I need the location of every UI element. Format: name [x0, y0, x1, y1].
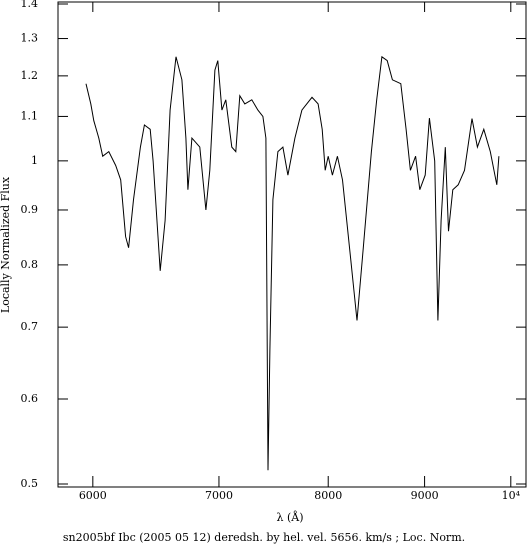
y-axis-label: Locally Normalized Flux: [0, 176, 12, 313]
y-tick-label: 0.5: [21, 477, 39, 490]
y-tick-label: 1.3: [21, 32, 39, 45]
y-tick-label: 0.8: [21, 258, 39, 271]
x-tick-label: 7000: [205, 489, 233, 502]
y-tick-label: 1.4: [21, 0, 39, 10]
x-tick-label: 10⁴: [502, 489, 521, 502]
spectrum-line: [85, 55, 500, 471]
y-tick-label: 1.1: [21, 109, 39, 122]
x-tick-label: 9000: [411, 489, 439, 502]
x-tick-label: 6000: [79, 489, 107, 502]
x-tick-label: 8000: [314, 489, 342, 502]
y-tick-label: 0.7: [21, 320, 39, 333]
y-tick-label: 1: [31, 154, 38, 167]
y-tick-label: 0.9: [21, 203, 39, 216]
caption: sn2005bf Ibc (2005 05 12) deredsh. by he…: [63, 531, 465, 544]
plot-frame: [57, 1, 527, 488]
y-tick-label: 0.6: [21, 392, 39, 405]
x-axis-label: λ (Å): [277, 510, 304, 524]
y-tick-label: 1.2: [21, 69, 39, 82]
